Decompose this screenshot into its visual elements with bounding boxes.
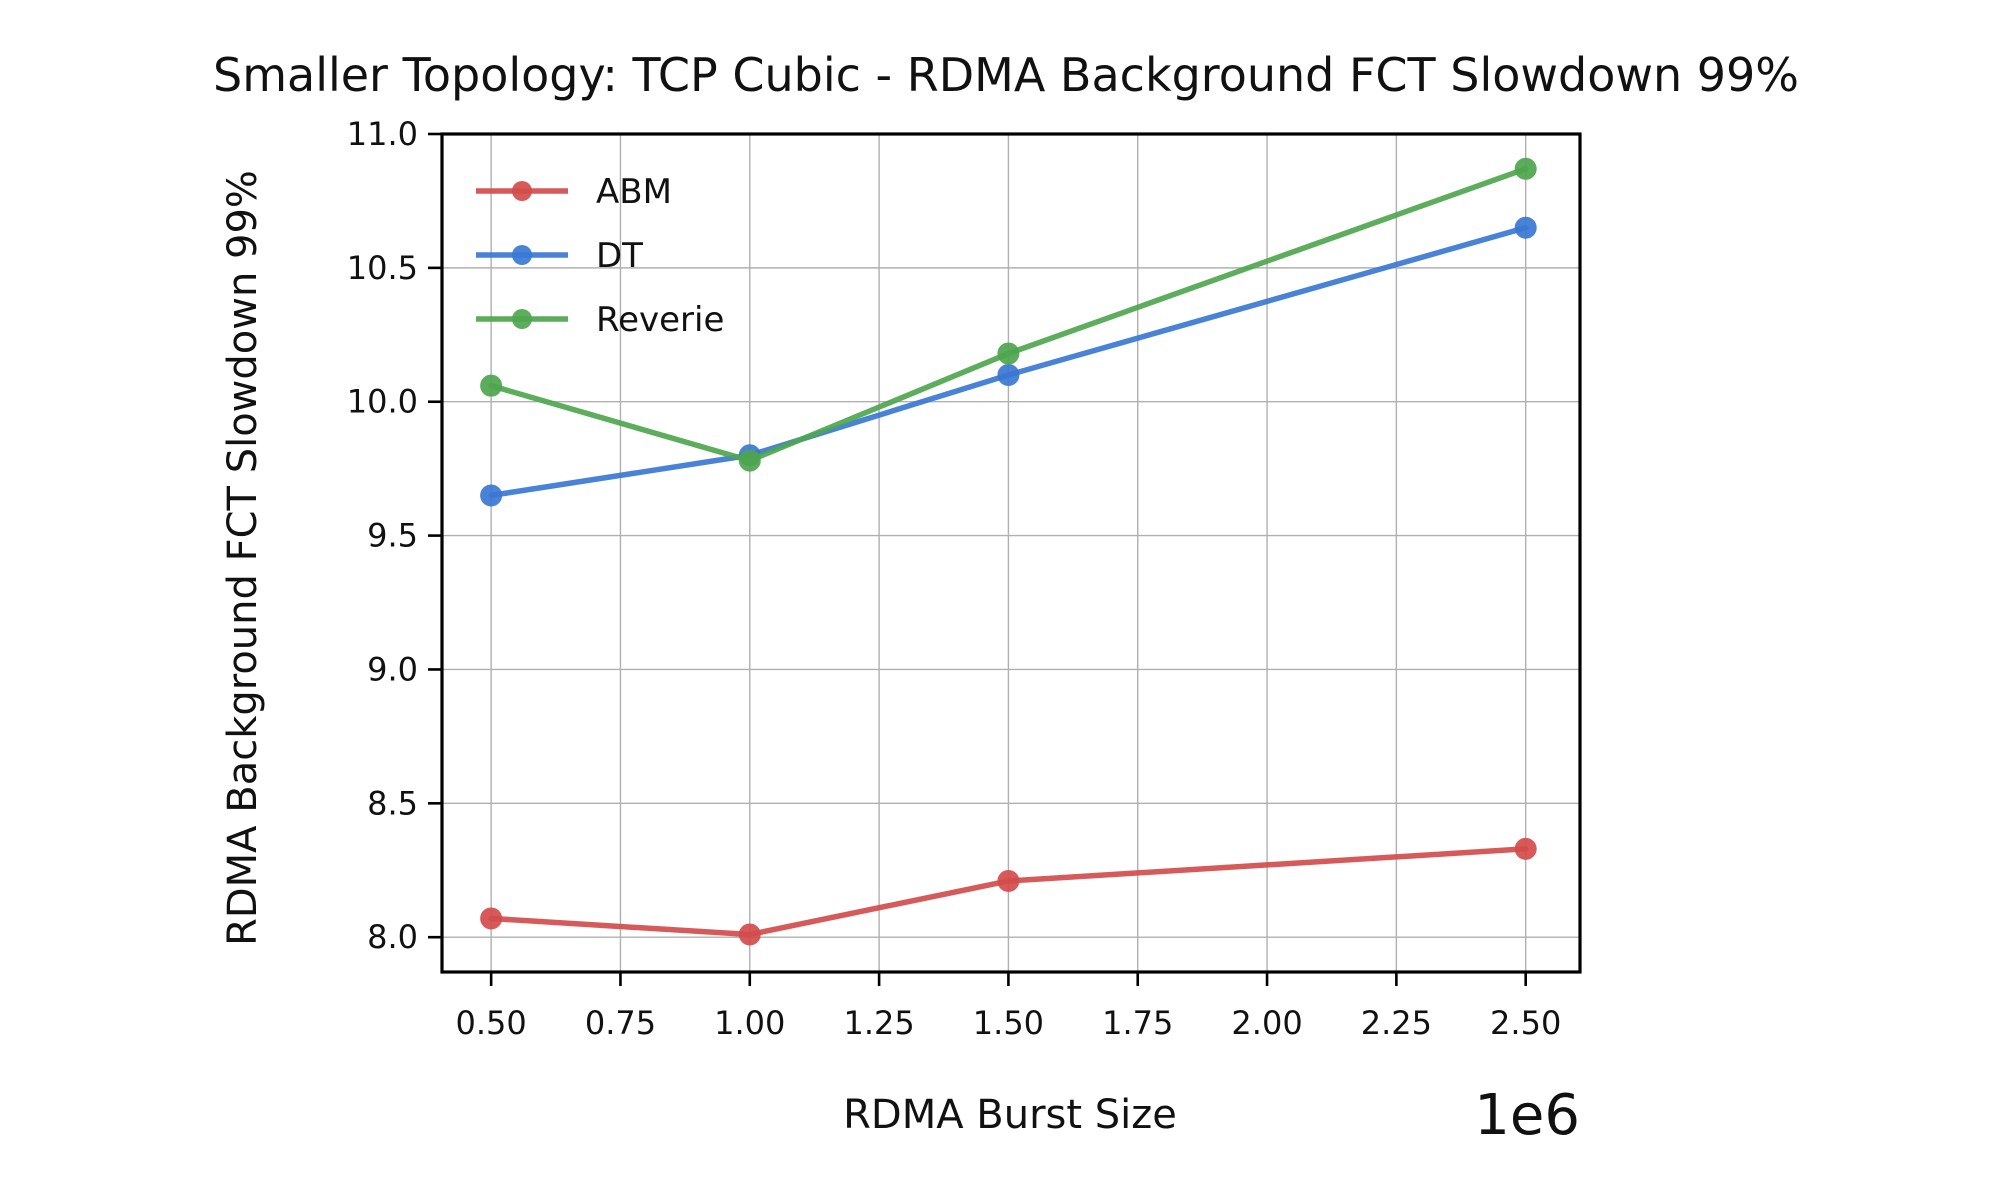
x-tick-label: 1.50 [973, 1004, 1044, 1042]
series-reverie [480, 157, 1537, 472]
y-tick-label: 11.0 [347, 115, 418, 153]
series-line-dt [488, 224, 1529, 499]
legend-label: ABM [596, 172, 672, 212]
y-tick-label: 8.0 [367, 918, 418, 956]
legend-item-dt: DT [476, 236, 643, 276]
data-point-dt [1514, 216, 1537, 239]
y-tick-label: 8.5 [367, 784, 418, 822]
y-axis-label: RDMA Background FCT Slowdown 99% [220, 170, 266, 946]
series-line-abm [488, 846, 1529, 938]
x-tick-label: 0.50 [456, 1004, 527, 1042]
x-axis-label: RDMA Burst Size [843, 1092, 1177, 1138]
legend-item-reverie: Reverie [476, 300, 724, 340]
data-point-reverie [738, 449, 761, 472]
data-point-reverie [480, 374, 503, 397]
data-point-dt [997, 363, 1020, 386]
x-tick-label: 1.00 [714, 1004, 785, 1042]
data-point-reverie [997, 342, 1020, 365]
data-point-dt [480, 484, 503, 507]
y-tick-label: 9.0 [367, 650, 418, 688]
data-point-abm [738, 923, 761, 946]
data-point-reverie [1514, 157, 1537, 180]
grid [442, 133, 1580, 972]
y-tick-label: 10.5 [347, 249, 418, 287]
legend-item-abm: ABM [476, 172, 672, 212]
legend-label: DT [596, 236, 643, 276]
data-point-abm [997, 869, 1020, 892]
series-dt [480, 216, 1537, 507]
x-tick-label: 1.25 [843, 1004, 914, 1042]
x-tick-label: 0.75 [585, 1004, 656, 1042]
legend-swatch-marker [512, 309, 532, 329]
plot-area-frame [440, 132, 1582, 974]
legend-label: Reverie [596, 300, 724, 340]
series-line-reverie [488, 166, 1529, 464]
x-tick-label: 2.25 [1361, 1004, 1432, 1042]
y-tick-label: 10.0 [347, 383, 418, 421]
x-tick-label: 1.75 [1102, 1004, 1173, 1042]
axis-ticks: 0.50 0.75 1.00 1.25 1.50 1.75 2.00 2.25 2.50 8.0 8… [347, 115, 1562, 1042]
data-point-abm [480, 907, 503, 930]
plot-series [480, 157, 1537, 946]
series-abm [480, 837, 1537, 946]
chart-title: Smaller Topology: TCP Cubic - RDMA Backg… [213, 48, 1799, 102]
y-tick-label: 9.5 [367, 517, 418, 555]
legend: ABM DT Reverie [476, 172, 724, 340]
x-tick-label: 2.50 [1490, 1004, 1561, 1042]
x-tick-label: 2.00 [1231, 1004, 1302, 1042]
x-axis-offset-label: 1e6 [1474, 1083, 1580, 1148]
legend-swatch-marker [512, 181, 532, 201]
data-point-abm [1514, 837, 1537, 860]
legend-swatch-marker [512, 245, 532, 265]
